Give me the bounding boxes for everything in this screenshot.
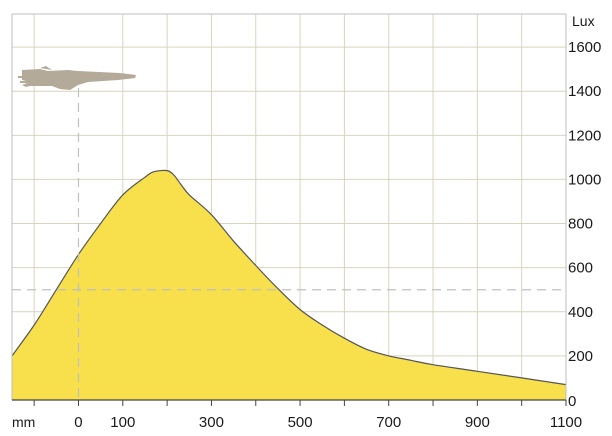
y-tick-label: 1200 [568, 127, 601, 144]
x-unit-label: mm [12, 414, 35, 430]
y-tick-label: 800 [568, 216, 593, 233]
x-tick-label: 0 [74, 414, 82, 431]
y-tick-label: 1000 [568, 171, 601, 188]
y-axis-ticks: 0 200 400 600 800 1000 1200 1400 1600 [568, 39, 601, 410]
x-tick-label: 500 [288, 414, 313, 431]
x-tick-label: 100 [110, 414, 135, 431]
x-tick-label: 700 [376, 414, 401, 431]
illuminance-area [12, 170, 566, 400]
x-tick-label: 300 [199, 414, 224, 431]
y-tick-label: 400 [568, 304, 593, 321]
y-tick-label: 200 [568, 348, 593, 365]
plot-frame [11, 13, 567, 401]
aircraft-silhouette-icon [18, 66, 136, 90]
x-tick-label: 1100 [550, 414, 582, 431]
x-axis-ticks: 0 100 300 500 700 900 1100 [33, 400, 582, 431]
illuminance-curve [11, 169, 567, 386]
y-tick-label: 1600 [568, 39, 601, 56]
y-tick-label: 0 [568, 393, 576, 410]
y-unit-label: Lux [572, 13, 595, 29]
x-tick-label: 900 [465, 414, 490, 431]
y-tick-label: 1400 [568, 83, 601, 100]
reference-lines [12, 88, 566, 400]
y-tick-label: 600 [568, 260, 593, 277]
